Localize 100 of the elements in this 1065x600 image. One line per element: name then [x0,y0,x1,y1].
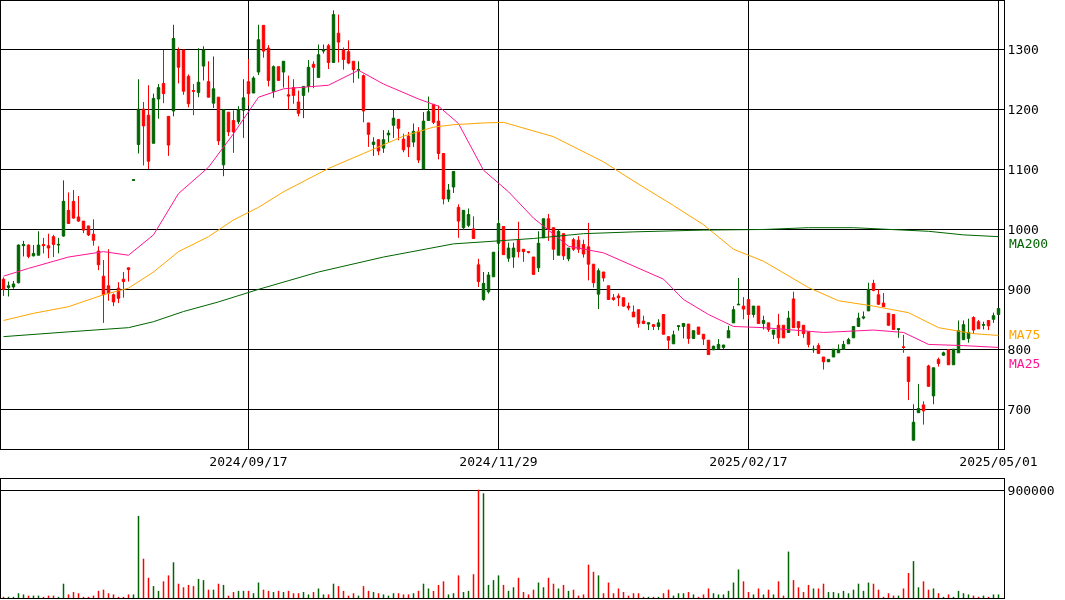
series-label: MA75 [1009,327,1041,342]
candlestick [986,319,991,331]
candlestick [596,267,601,310]
candlestick [386,129,391,143]
candlestick [811,345,816,354]
candlestick [451,170,456,194]
candlestick [71,189,76,220]
candlestick [791,291,796,329]
candlestick [586,222,591,281]
candlestick [201,45,206,81]
candlestick [241,78,246,139]
y-tick-label: 1000 [1007,222,1039,238]
candlestick [941,351,946,356]
candlestick [101,259,106,324]
candlestick [306,59,311,93]
candlestick [751,305,756,318]
candlestick [281,60,286,89]
candlestick [901,334,906,354]
candlestick [701,333,706,346]
candlestick [566,247,571,262]
candlestick [66,191,71,224]
candlestick [371,136,376,157]
candlestick [206,60,211,98]
candlestick [366,122,371,148]
candlestick [111,293,116,307]
candlestick [681,322,686,339]
candlestick [821,356,826,371]
candlestick [121,271,126,299]
candlestick [351,60,356,84]
candlestick [341,47,346,71]
candlestick [511,242,516,269]
candlestick [161,49,166,104]
y-tick-label: 1200 [1007,102,1039,118]
candlestick [251,75,256,94]
candlestick [11,280,16,290]
candlestick [356,60,361,80]
candlestick [746,299,751,320]
candlestick [991,312,996,324]
candlestick [196,47,201,98]
candlestick [621,297,626,308]
candlestick [411,123,416,148]
candlestick [771,329,776,340]
candlestick [761,315,766,330]
candlestick [611,293,616,302]
y-tick-label: 800 [1007,341,1032,357]
candlestick [311,60,316,89]
candlestick [261,24,266,59]
candlestick [976,319,981,330]
y-tick-label: 900 [1007,281,1032,297]
candlestick [651,324,656,331]
candlestick [136,78,141,154]
candlestick [36,230,41,256]
candlestick [401,133,406,153]
candlestick [191,83,196,116]
candlestick [286,75,291,111]
candlestick [141,101,146,166]
candlestick [736,277,741,306]
candlestick [171,24,176,117]
candlestick [86,225,91,237]
candlestick [446,183,451,203]
candlestick [176,47,181,84]
x-tick-label: 2024/11/29 [459,453,538,469]
series-label: MA25 [1009,356,1041,371]
y-tick-label: 1300 [1007,42,1039,58]
candlestick [456,203,461,239]
line-series [3,69,999,348]
candlestick [301,85,306,119]
candlestick [676,325,681,332]
candlestick [856,312,861,327]
candlestick [641,315,646,325]
candlestick [656,318,661,331]
candlestick [166,115,171,157]
candlestick [521,248,526,263]
candlestick [1,276,6,297]
candlestick [246,58,251,107]
candlestick [436,105,441,160]
candlestick [61,179,66,238]
candlestick [816,342,821,354]
candlestick [716,338,721,350]
candlestick [726,325,731,339]
candlestick [41,237,46,254]
candlestick [231,109,236,154]
candlestick [546,213,551,242]
candlestick [76,195,81,223]
candlestick [876,288,881,305]
candlestick [126,267,131,283]
candlestick [46,233,51,259]
candlestick [631,305,636,318]
candlestick [56,237,61,254]
candlestick [466,208,471,228]
x-tick-label: 2025/05/01 [959,453,1038,469]
x-tick-label: 2024/09/17 [209,453,288,469]
candlestick [81,220,86,234]
candlestick [921,400,926,426]
candlestick [516,221,521,259]
candlestick [26,243,31,259]
candlestick [721,344,726,350]
candlestick [646,322,651,331]
candlestick [666,336,671,350]
candlestick [836,343,841,354]
